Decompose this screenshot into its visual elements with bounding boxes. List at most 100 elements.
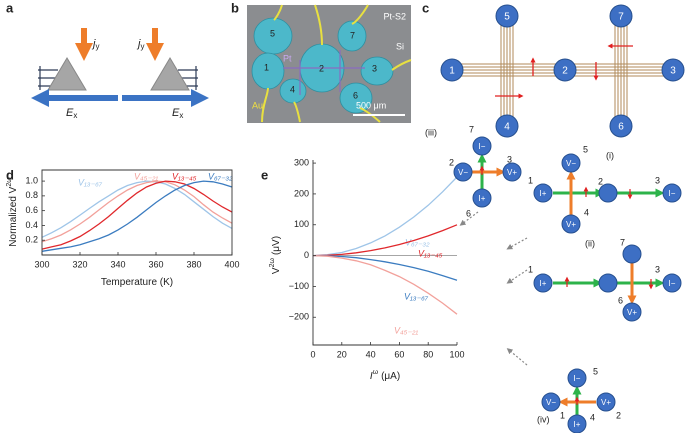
node-number: 5 — [583, 144, 588, 154]
node-number: 4 — [584, 207, 589, 217]
node-number: 4 — [590, 412, 595, 422]
diagram-label: (i) — [606, 150, 614, 160]
node — [472, 136, 492, 156]
node-label: V+ — [566, 220, 576, 229]
series-label: V₆₇₋₃₂ — [208, 171, 233, 181]
series-label: V₄₅₋₂₁ — [134, 171, 158, 181]
y-axis-label-main: V — [271, 267, 282, 274]
node-number: 3 — [655, 264, 660, 274]
node — [567, 414, 587, 433]
x-axis-label-main: Temperature (K) — [101, 277, 173, 288]
diagram-label: (ii) — [585, 238, 595, 248]
chart: V₁₃₋₆₇ V₄₅₋₂₁ V₁₃₋₄₅ V₆₇₋₃₂ 300 320 340 360 380 4… — [6, 169, 240, 288]
x-tick-label: 320 — [72, 259, 87, 269]
film-label: Pt — [283, 53, 292, 63]
node-label: 7 — [618, 12, 624, 23]
y-tick-label: 1.0 — [25, 175, 38, 185]
node-label: I− — [574, 374, 581, 383]
pad-number: 1 — [264, 62, 269, 72]
y-tick-label: 100 — [294, 219, 309, 229]
y-axis-label: Normalized V2ω — [6, 177, 19, 247]
symbol: j — [91, 38, 96, 50]
node — [622, 302, 642, 322]
line-series — [312, 254, 458, 315]
field-label: Ex — [172, 107, 183, 120]
y-tick-label: 0.2 — [25, 235, 38, 245]
x-tick-label: 300 — [34, 259, 49, 269]
node-number: 3 — [507, 154, 512, 164]
pad-number: 2 — [319, 63, 324, 73]
node-label: 5 — [504, 12, 510, 23]
node-label: 1 — [449, 66, 455, 77]
node-number: 1 — [528, 175, 533, 185]
subscript: y — [95, 42, 99, 51]
y-axis-label-sup: 2ω — [269, 257, 276, 267]
node — [561, 214, 581, 234]
node-label: V+ — [627, 308, 637, 317]
scale-bar-label: 500 μm — [356, 100, 386, 110]
inset-diagram: I− 5 V− 1 V+ 2 I+ 4 (iv) — [537, 366, 621, 433]
series-label: V₆₇₋₃₂ — [405, 237, 430, 247]
line-series — [41, 180, 233, 250]
x-tick-label: 340 — [110, 259, 125, 269]
line-series — [41, 180, 233, 252]
node — [541, 392, 561, 412]
node-label: 3 — [670, 66, 676, 77]
x-tick-label: 100 — [449, 349, 464, 359]
y-axis-label-unit: (μV) — [271, 236, 282, 255]
panel-label: a — [6, 1, 14, 16]
node-label: 2 — [562, 66, 568, 77]
node — [622, 244, 642, 264]
panel-label: c — [422, 1, 429, 16]
series-label: V₁₃₋₆₇ — [78, 177, 103, 187]
node — [567, 368, 587, 388]
node-number: 2 — [598, 176, 603, 186]
node-number: 1 — [560, 410, 565, 420]
node — [598, 183, 618, 203]
x-tick-label: 400 — [224, 259, 239, 269]
x-axis-label: Temperature (K) — [101, 277, 173, 288]
pad-number: 7 — [350, 30, 355, 40]
x-tick-label: 380 — [186, 259, 201, 269]
symbol: E — [66, 107, 74, 119]
inset-diagram: I+ 1 I− 3 7 V+ 6 (ii) — [528, 237, 682, 322]
panel-a: jy jy Ex Ex — [31, 28, 209, 120]
node — [502, 162, 522, 182]
node — [533, 273, 553, 293]
node — [533, 183, 553, 203]
node-label: V− — [566, 159, 576, 168]
node-label: I+ — [479, 194, 486, 203]
node — [453, 162, 473, 182]
inset-diagram: I− 7 V− 2 V+ 3 I+ 6 (iii) — [425, 124, 522, 218]
field-label: Ex — [66, 107, 77, 120]
x-tick-label: 20 — [337, 349, 347, 359]
series-label: V₁₃₋₆₇ — [404, 291, 429, 301]
y-tick-label: 0 — [304, 250, 309, 260]
diagram-label: (iv) — [537, 414, 550, 424]
node-number: 6 — [618, 295, 623, 305]
node-number: 3 — [655, 175, 660, 185]
node — [598, 273, 618, 293]
y-axis-label: V2ω (μV) — [269, 236, 282, 274]
x-tick-label: 40 — [366, 349, 376, 359]
y-tick-label: 300 — [294, 157, 309, 167]
node-label: V− — [546, 398, 556, 407]
node-label: I+ — [540, 279, 547, 288]
x-tick-label: 360 — [148, 259, 163, 269]
pad-number: 4 — [290, 84, 295, 94]
panel-label: d — [6, 168, 14, 183]
symbol: j — [136, 38, 141, 50]
panel-label: e — [261, 168, 268, 183]
node-number: 2 — [616, 410, 621, 420]
x-tick-label: 60 — [394, 349, 404, 359]
node-label: 6 — [618, 122, 624, 133]
series-label: V₁₃₋₄₅ — [418, 248, 443, 258]
panel-c: 1 2 3 4 5 6 7 — [440, 4, 685, 138]
node-number: 2 — [449, 157, 454, 167]
x-axis-label: Iω (μA) — [370, 369, 400, 382]
node-label: I+ — [540, 189, 547, 198]
contact-label: Au — [252, 100, 263, 110]
subscript: x — [179, 111, 183, 120]
node — [662, 183, 682, 203]
